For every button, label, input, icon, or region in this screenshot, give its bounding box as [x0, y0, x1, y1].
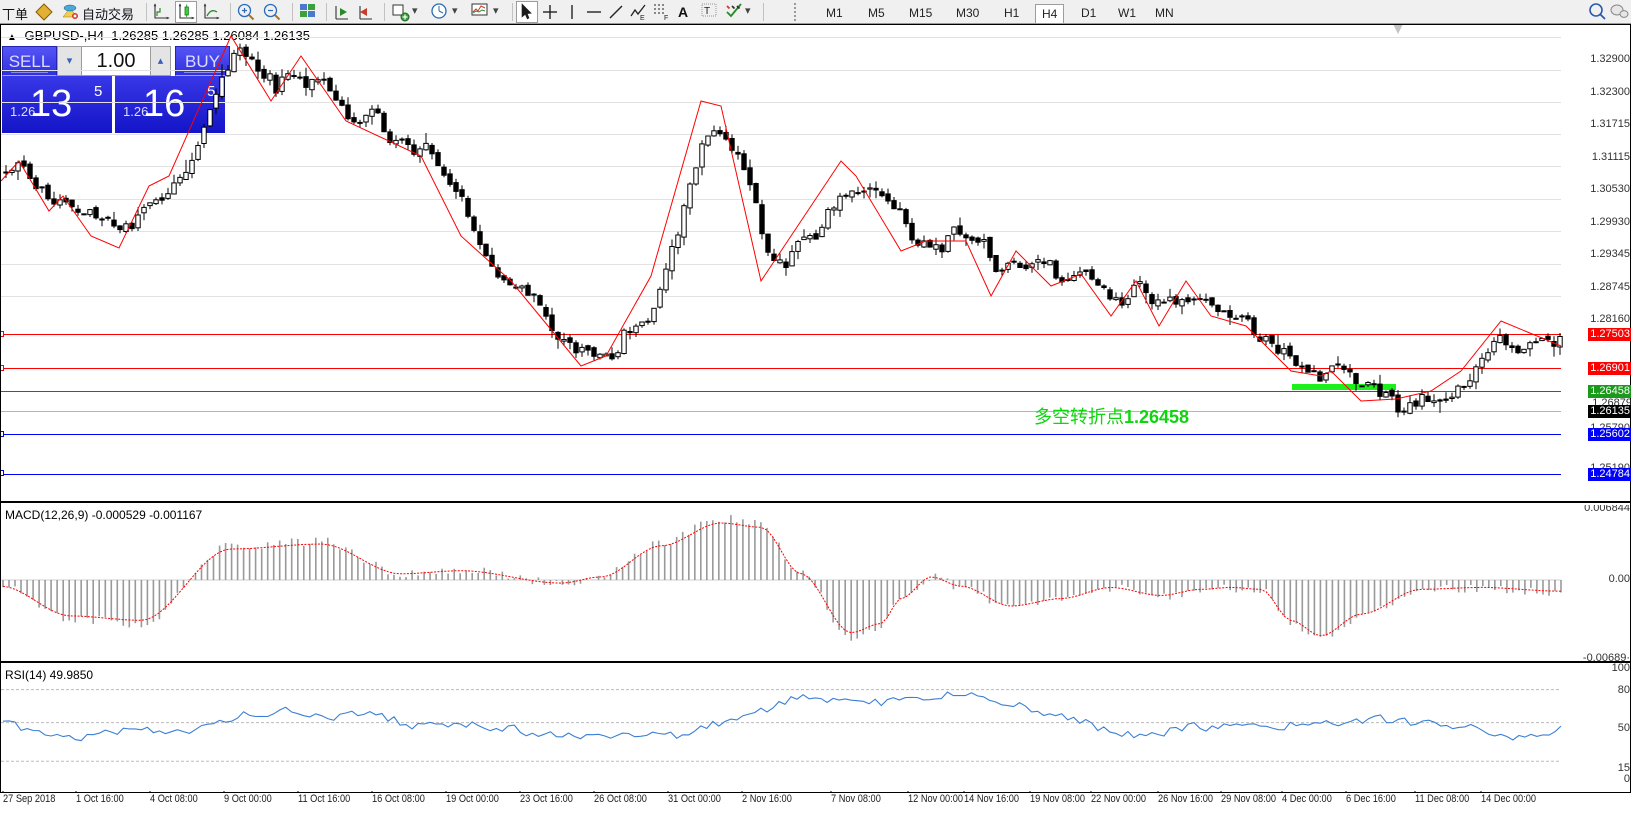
svg-text:E: E [640, 15, 645, 22]
svg-text:F: F [664, 15, 668, 22]
svg-text:T: T [704, 6, 710, 17]
